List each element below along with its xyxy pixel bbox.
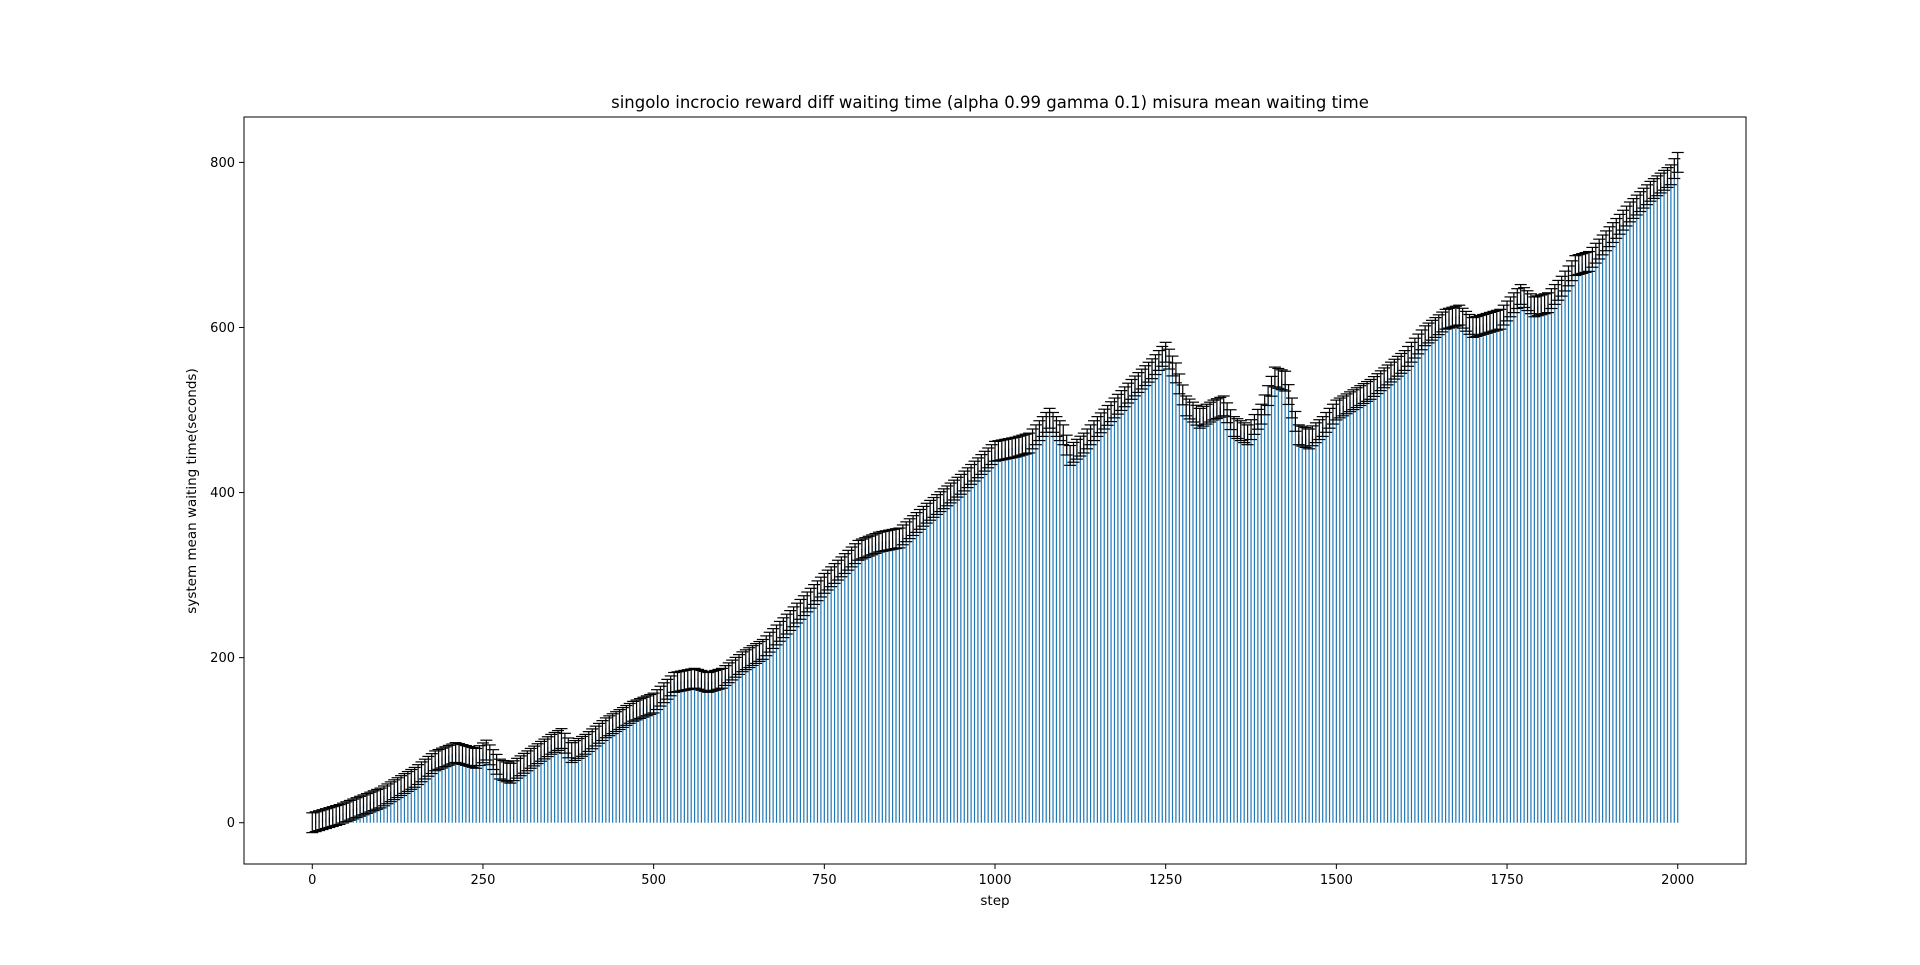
x-tick-label: 1000 [978,873,1011,888]
bars-layer [315,162,1679,823]
x-tick-label: 250 [471,873,496,888]
x-tick-label: 750 [812,873,837,888]
x-tick-label: 0 [308,873,316,888]
y-tick-label: 200 [210,651,235,666]
chart-title: singolo incrocio reward diff waiting tim… [611,93,1369,112]
x-tick-label: 1750 [1490,873,1523,888]
y-tick-label: 0 [227,816,235,831]
error-bar [1671,151,1684,173]
x-axis-ticks: 0 250 500 750 1000 1250 1500 1750 2000 [308,864,1694,888]
y-tick-label: 800 [210,156,235,171]
y-tick-label: 600 [210,321,235,336]
x-axis-label: step [980,893,1009,909]
y-tick-label: 400 [210,486,235,501]
errorbars-layer [306,151,1684,834]
x-tick-label: 1500 [1320,873,1353,888]
x-tick-label: 1250 [1149,873,1182,888]
x-tick-label: 500 [641,873,666,888]
x-tick-label: 2000 [1661,873,1694,888]
y-axis-label: system mean waiting time(seconds) [184,368,200,613]
y-axis-ticks: 0 200 400 600 800 [210,156,244,831]
